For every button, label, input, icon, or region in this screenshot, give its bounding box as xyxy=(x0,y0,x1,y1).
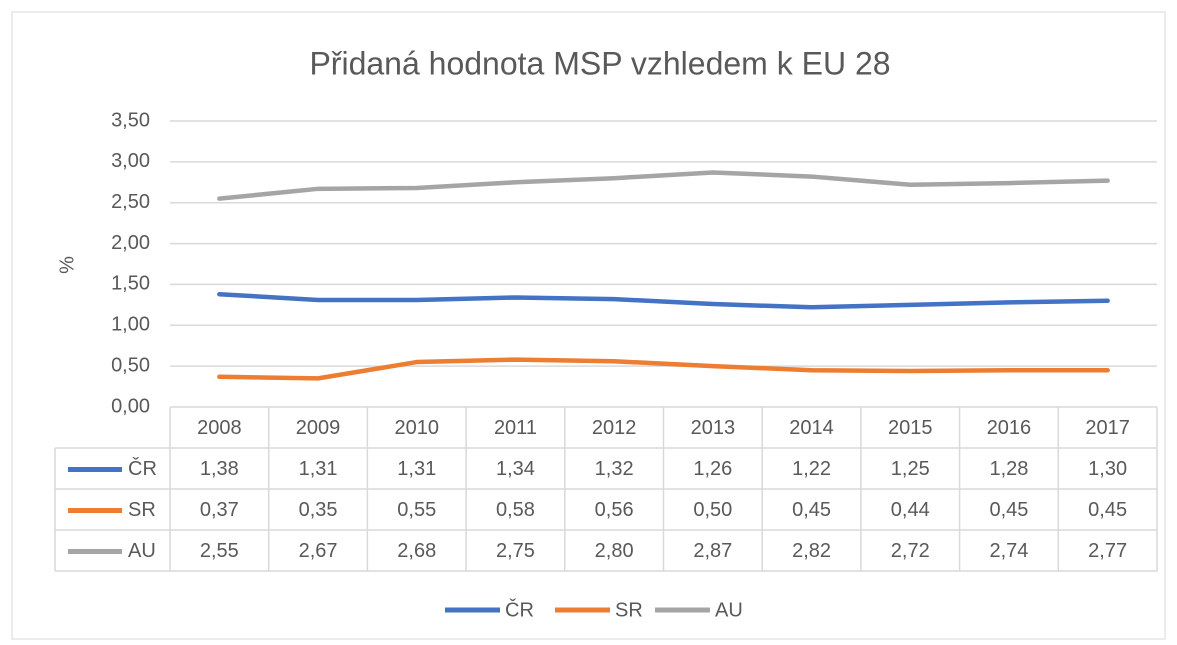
table-value: 2,68 xyxy=(397,540,436,562)
table-value: 1,38 xyxy=(200,458,239,480)
table-value: 2,82 xyxy=(792,540,831,562)
table-value: 1,25 xyxy=(891,458,930,480)
table-value: 2,72 xyxy=(891,540,930,562)
x-tick-label: 2009 xyxy=(296,417,341,439)
table-value: 1,22 xyxy=(792,458,831,480)
y-tick-label: 3,50 xyxy=(111,109,150,131)
table-value: 2,77 xyxy=(1088,540,1127,562)
legend-label: SR xyxy=(615,599,643,621)
legend-label: AU xyxy=(715,599,743,621)
y-axis-label: % xyxy=(56,256,78,274)
y-tick-label: 2,50 xyxy=(111,191,150,213)
table-value: 0,58 xyxy=(496,499,535,521)
table-value: 1,32 xyxy=(595,458,634,480)
chart-title: Přidaná hodnota MSP vzhledem k EU 28 xyxy=(309,45,890,81)
x-tick-label: 2013 xyxy=(691,417,736,439)
y-tick-label: 0,50 xyxy=(111,354,150,376)
table-value: 2,80 xyxy=(595,540,634,562)
table-value: 0,35 xyxy=(299,499,338,521)
table-value: 1,34 xyxy=(496,458,535,480)
y-tick-label: 1,50 xyxy=(111,273,150,295)
table-value: 0,37 xyxy=(200,499,239,521)
x-tick-label: 2010 xyxy=(395,417,440,439)
table-value: 2,67 xyxy=(299,540,338,562)
x-tick-label: 2011 xyxy=(494,417,537,439)
series-line xyxy=(217,291,1110,310)
table-value: 0,55 xyxy=(397,499,436,521)
table-series-name: AU xyxy=(128,540,156,562)
legend-label: ČR xyxy=(505,598,534,621)
table-value: 0,44 xyxy=(891,499,930,521)
series-line xyxy=(217,357,1110,381)
table-series-name: ČR xyxy=(128,457,157,480)
table-value: 1,31 xyxy=(397,458,436,480)
y-tick-label: 1,00 xyxy=(111,314,150,336)
x-tick-label: 2016 xyxy=(987,417,1032,439)
table-series-name: SR xyxy=(128,499,156,521)
x-tick-label: 2015 xyxy=(888,417,933,439)
table-value: 1,31 xyxy=(299,458,338,480)
table-value: 2,55 xyxy=(200,540,239,562)
table-value: 0,50 xyxy=(693,499,732,521)
table-value: 2,74 xyxy=(989,540,1028,562)
series-line xyxy=(217,170,1110,201)
table-value: 1,26 xyxy=(693,458,732,480)
table-value: 2,87 xyxy=(693,540,732,562)
table-value: 2,75 xyxy=(496,540,535,562)
table-value: 1,28 xyxy=(989,458,1028,480)
x-tick-label: 2008 xyxy=(197,417,242,439)
x-tick-label: 2014 xyxy=(789,417,834,439)
y-tick-label: 0,00 xyxy=(111,395,150,417)
table-value: 0,45 xyxy=(1088,499,1127,521)
table-value: 0,45 xyxy=(989,499,1028,521)
x-tick-label: 2012 xyxy=(592,417,637,439)
table-value: 0,56 xyxy=(595,499,634,521)
y-tick-label: 3,00 xyxy=(111,150,150,172)
y-tick-label: 2,00 xyxy=(111,232,150,254)
x-tick-label: 2017 xyxy=(1085,417,1130,439)
table-value: 1,30 xyxy=(1088,458,1127,480)
table-value: 0,45 xyxy=(792,499,831,521)
